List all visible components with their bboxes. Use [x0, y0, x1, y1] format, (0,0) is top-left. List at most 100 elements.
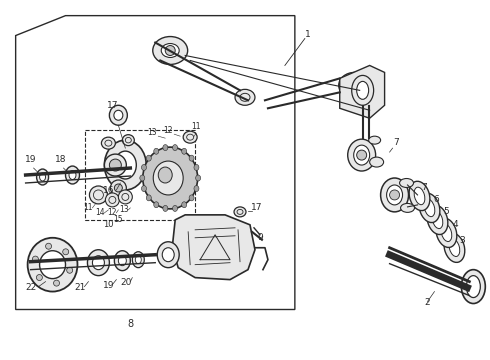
Ellipse shape	[194, 186, 199, 192]
Text: 8: 8	[127, 319, 133, 329]
Ellipse shape	[154, 148, 159, 154]
Ellipse shape	[109, 105, 127, 125]
Circle shape	[357, 150, 367, 160]
Ellipse shape	[409, 181, 430, 211]
Polygon shape	[340, 66, 385, 118]
Text: 12: 12	[108, 208, 117, 217]
Ellipse shape	[40, 251, 66, 279]
Ellipse shape	[147, 195, 151, 201]
Ellipse shape	[157, 242, 179, 268]
Ellipse shape	[143, 147, 197, 209]
Text: 17: 17	[251, 203, 263, 212]
Text: 7: 7	[393, 138, 399, 147]
Circle shape	[36, 275, 42, 280]
Ellipse shape	[69, 171, 76, 180]
Ellipse shape	[419, 193, 440, 222]
Text: 10: 10	[103, 220, 114, 229]
Ellipse shape	[234, 207, 246, 217]
Ellipse shape	[142, 165, 147, 170]
Circle shape	[351, 81, 359, 89]
Ellipse shape	[172, 145, 177, 150]
Ellipse shape	[182, 148, 187, 154]
Ellipse shape	[235, 89, 255, 105]
Ellipse shape	[348, 139, 376, 171]
Ellipse shape	[114, 251, 130, 271]
Circle shape	[32, 256, 38, 262]
Text: 21: 21	[75, 283, 86, 292]
Text: 13: 13	[120, 205, 129, 214]
Ellipse shape	[357, 81, 368, 99]
Ellipse shape	[194, 165, 199, 170]
Text: 13: 13	[147, 128, 157, 137]
Text: 19: 19	[102, 280, 114, 289]
Polygon shape	[172, 215, 255, 280]
Circle shape	[105, 193, 120, 207]
Ellipse shape	[161, 44, 179, 58]
Ellipse shape	[114, 184, 122, 192]
Ellipse shape	[158, 167, 172, 183]
Ellipse shape	[104, 140, 147, 190]
Ellipse shape	[449, 239, 460, 256]
Ellipse shape	[354, 145, 369, 165]
Text: 15: 15	[114, 215, 123, 224]
Circle shape	[63, 249, 69, 255]
Text: 3: 3	[460, 236, 465, 245]
Bar	[85, 130, 195, 220]
Circle shape	[165, 45, 175, 55]
Ellipse shape	[381, 178, 409, 212]
Ellipse shape	[387, 185, 403, 205]
Ellipse shape	[399, 179, 414, 188]
Text: 5: 5	[443, 207, 449, 216]
Ellipse shape	[104, 154, 126, 176]
Ellipse shape	[119, 256, 126, 266]
Ellipse shape	[40, 173, 46, 181]
Text: 6: 6	[434, 195, 440, 204]
Ellipse shape	[132, 252, 144, 268]
Circle shape	[67, 267, 73, 273]
Ellipse shape	[368, 136, 381, 144]
Text: 20: 20	[121, 278, 132, 287]
Text: 16: 16	[102, 186, 114, 195]
Ellipse shape	[153, 161, 183, 195]
Ellipse shape	[37, 169, 49, 185]
Ellipse shape	[109, 159, 122, 171]
Text: 17: 17	[107, 101, 118, 110]
Circle shape	[119, 190, 132, 204]
Text: 11: 11	[84, 203, 93, 212]
Ellipse shape	[462, 270, 485, 303]
Ellipse shape	[424, 199, 435, 217]
Ellipse shape	[400, 203, 415, 212]
Ellipse shape	[196, 175, 200, 181]
Ellipse shape	[352, 75, 374, 105]
Text: 14: 14	[96, 208, 105, 217]
Ellipse shape	[347, 80, 363, 91]
Circle shape	[390, 190, 399, 200]
Circle shape	[46, 243, 51, 249]
Text: 1: 1	[305, 30, 311, 39]
Ellipse shape	[466, 276, 480, 298]
Ellipse shape	[110, 180, 126, 196]
Ellipse shape	[101, 137, 115, 149]
Ellipse shape	[114, 110, 123, 120]
Ellipse shape	[163, 145, 168, 150]
Text: 7: 7	[421, 183, 427, 192]
Ellipse shape	[114, 151, 136, 179]
Ellipse shape	[339, 72, 370, 98]
Text: 22: 22	[25, 283, 36, 292]
Ellipse shape	[444, 233, 465, 262]
Text: 2: 2	[425, 297, 430, 306]
Ellipse shape	[122, 135, 134, 146]
Ellipse shape	[147, 155, 151, 161]
Ellipse shape	[154, 202, 159, 208]
Ellipse shape	[182, 202, 187, 208]
Ellipse shape	[189, 155, 194, 161]
Ellipse shape	[189, 195, 194, 201]
Ellipse shape	[153, 37, 188, 64]
Ellipse shape	[162, 248, 174, 262]
Ellipse shape	[93, 256, 104, 270]
Ellipse shape	[87, 250, 109, 276]
Ellipse shape	[140, 175, 145, 181]
Ellipse shape	[27, 238, 77, 292]
Ellipse shape	[432, 211, 443, 229]
Ellipse shape	[172, 206, 177, 211]
